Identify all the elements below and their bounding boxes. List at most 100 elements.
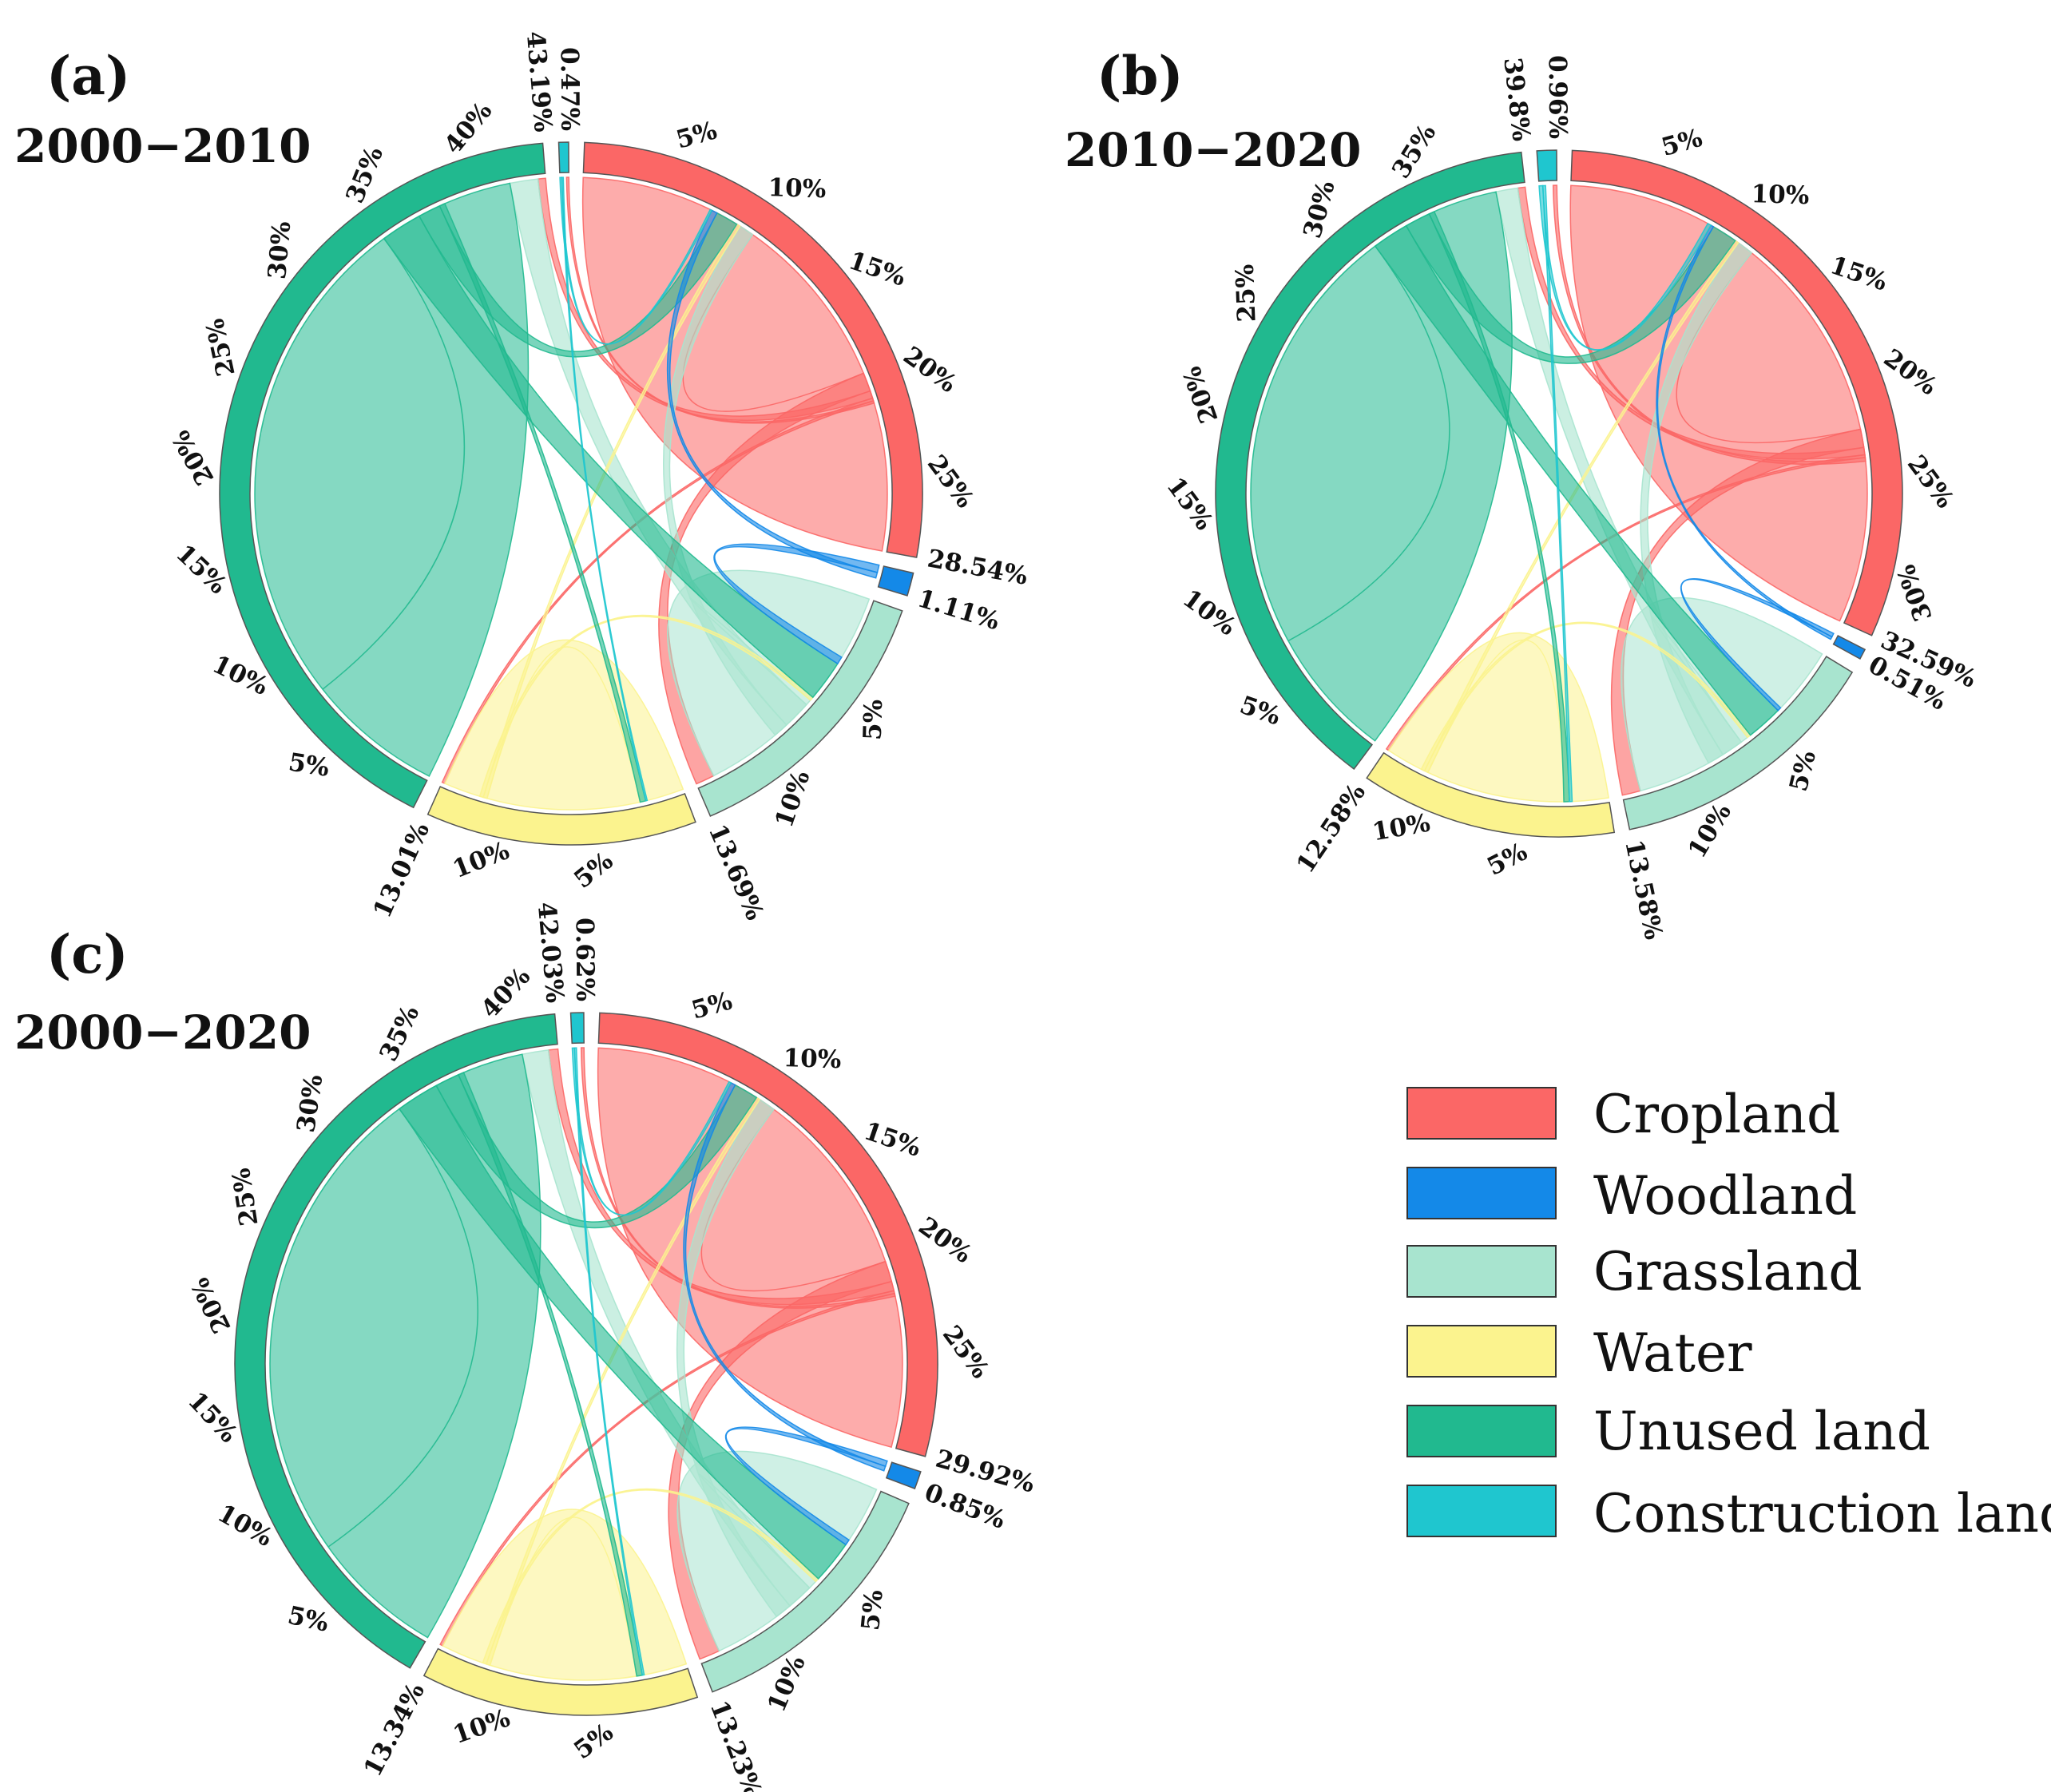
legend: Cropland Woodland Grassland Water Unused…: [1406, 1084, 2051, 1544]
total-label-woodland: 1.11%: [914, 584, 1003, 636]
tick-label-unused-land: 30%: [292, 1072, 328, 1134]
tick-label-cropland: 10%: [768, 173, 827, 204]
tick-label-grassland: 5%: [1784, 748, 1822, 795]
total-label-unused-land: 42.03%: [532, 901, 569, 1004]
chord-construction-land-to-cropland: [559, 176, 713, 345]
total-label-grassland: 13.23%: [704, 1697, 768, 1792]
chord-panel-b: (b) 2010−2020 5%10%15%20%25%30%32.59%0.5…: [1065, 45, 1981, 942]
total-label-grassland: 13.58%: [1619, 838, 1668, 942]
legend-swatch-grassland: [1406, 1245, 1557, 1298]
total-label-construction-land: 0.47%: [555, 47, 585, 131]
arc-water: [422, 1647, 699, 1716]
chord-cropland-to-construction-land: [580, 1047, 896, 1309]
panel-letter-a: (a): [46, 45, 130, 107]
tick-label-unused-land: 5%: [1236, 691, 1284, 731]
legend-swatch-construction-land: [1406, 1485, 1557, 1537]
chord-cropland-to-construction-land: [565, 176, 875, 424]
tick-label-cropland: 5%: [673, 116, 720, 154]
panel-period-a: 2000−2010: [14, 119, 311, 173]
panel-period-b: 2010−2020: [1065, 123, 1361, 177]
chord-links-c: [269, 1047, 903, 1681]
chord-woodland-to-grassland: [1680, 577, 1835, 712]
tick-label-grassland: 5%: [859, 699, 889, 740]
arc-unused-land: [219, 142, 546, 809]
legend-swatch-woodland: [1406, 1167, 1557, 1219]
tick-label-cropland: 20%: [1878, 343, 1942, 401]
arc-woodland: [1832, 635, 1867, 660]
tick-label-cropland: 30%: [1892, 561, 1938, 624]
tick-label-cropland: 5%: [1658, 124, 1705, 162]
chord-construction-land-to-water: [573, 1047, 645, 1676]
tick-label-cropland: 25%: [937, 1320, 994, 1384]
tick-label-unused-land: 40%: [438, 97, 498, 160]
tick-label-unused-land: 5%: [285, 1601, 331, 1638]
legend-swatch-cropland: [1406, 1087, 1557, 1140]
tick-label-cropland: 5%: [688, 986, 736, 1025]
total-label-construction-land: 0.96%: [1543, 55, 1573, 139]
chord-links-a: [254, 176, 888, 811]
chord-woodland-to-grassland: [724, 1426, 888, 1546]
tick-label-unused-land: 30%: [1298, 178, 1341, 241]
chord-construction-land-to-water: [561, 176, 649, 802]
arc-construction-land: [557, 141, 569, 174]
legend-label-woodland: Woodland: [1593, 1165, 1857, 1227]
legend-swatch-water: [1406, 1325, 1557, 1378]
tick-label-cropland: 20%: [898, 341, 962, 398]
tick-label-water: 10%: [449, 836, 514, 884]
arc-construction-land: [1536, 149, 1558, 182]
tick-label-water: 5%: [569, 1718, 618, 1765]
panel-letter-b: (b): [1097, 45, 1184, 107]
tick-label-water: 10%: [450, 1703, 514, 1750]
legend-label-construction-land: Construction land: [1593, 1483, 2051, 1544]
legend-label-water: Water: [1593, 1322, 1752, 1384]
tick-label-unused-land: 15%: [170, 539, 232, 600]
arc-unused-land: [1215, 151, 1525, 771]
legend-label-unused-land: Unused land: [1593, 1401, 1930, 1462]
total-label-water: 13.34%: [359, 1679, 430, 1782]
tick-label-grassland: 5%: [856, 1588, 889, 1631]
arc-grassland: [700, 1490, 910, 1693]
tick-label-unused-land: 30%: [263, 220, 296, 280]
total-label-unused-land: 39.8%: [1498, 56, 1535, 142]
tick-label-cropland: 10%: [783, 1044, 842, 1074]
chord-panel-a: (a) 2000−2010 5% 10% 15% 20% 25% 28.54%1.11% 5…: [14, 30, 1029, 925]
tick-label-unused-land: 20%: [166, 426, 220, 490]
arc-cropland: [1570, 149, 1903, 636]
chord-construction-land-to-cropland: [1538, 184, 1712, 351]
tick-label-unused-land: 15%: [182, 1386, 243, 1449]
chord-panel-c: (c) 2000−2020 5%10%15%20%25%29.92%0.85%5…: [14, 901, 1037, 1792]
arc-water: [1366, 751, 1616, 838]
arc-cropland: [597, 1012, 938, 1457]
tick-label-cropland: 10%: [1751, 180, 1810, 210]
total-label-water: 12.58%: [1291, 779, 1371, 878]
total-label-unused-land: 43.19%: [521, 30, 557, 133]
chord-water-to-water: [443, 639, 684, 811]
arc-woodland: [885, 1461, 922, 1490]
chord-arcs-b: [1215, 149, 1903, 838]
chord-cropland-to-construction-land: [1552, 184, 1867, 465]
arc-unused-land: [234, 1013, 558, 1669]
tick-label-unused-land: 25%: [227, 1166, 264, 1227]
chord-construction-land-to-cropland: [571, 1047, 732, 1216]
tick-label-unused-land: 20%: [1177, 363, 1224, 426]
tick-label-cropland: 25%: [922, 450, 979, 513]
arc-grassland: [1622, 656, 1854, 831]
arc-construction-land: [569, 1012, 585, 1045]
total-label-water: 13.01%: [368, 819, 435, 922]
arc-cropland: [582, 141, 923, 558]
tick-label-cropland: 25%: [1902, 450, 1959, 513]
arc-grassland: [697, 600, 903, 817]
chord-arcs-c: [234, 1012, 938, 1716]
legend-label-cropland: Cropland: [1593, 1084, 1840, 1145]
tick-label-unused-land: 20%: [185, 1273, 236, 1338]
panel-period-c: 2000−2020: [14, 1005, 311, 1060]
chord-construction-land-to-water: [1541, 184, 1573, 803]
tick-label-unused-land: 5%: [287, 748, 331, 783]
tick-label-water: 5%: [1482, 838, 1532, 882]
total-label-cropland: 28.54%: [925, 544, 1029, 590]
total-label-construction-land: 0.62%: [570, 918, 600, 1001]
tick-label-unused-land: 25%: [200, 316, 241, 379]
arc-woodland: [877, 565, 914, 597]
chord-links-b: [1250, 184, 1868, 803]
